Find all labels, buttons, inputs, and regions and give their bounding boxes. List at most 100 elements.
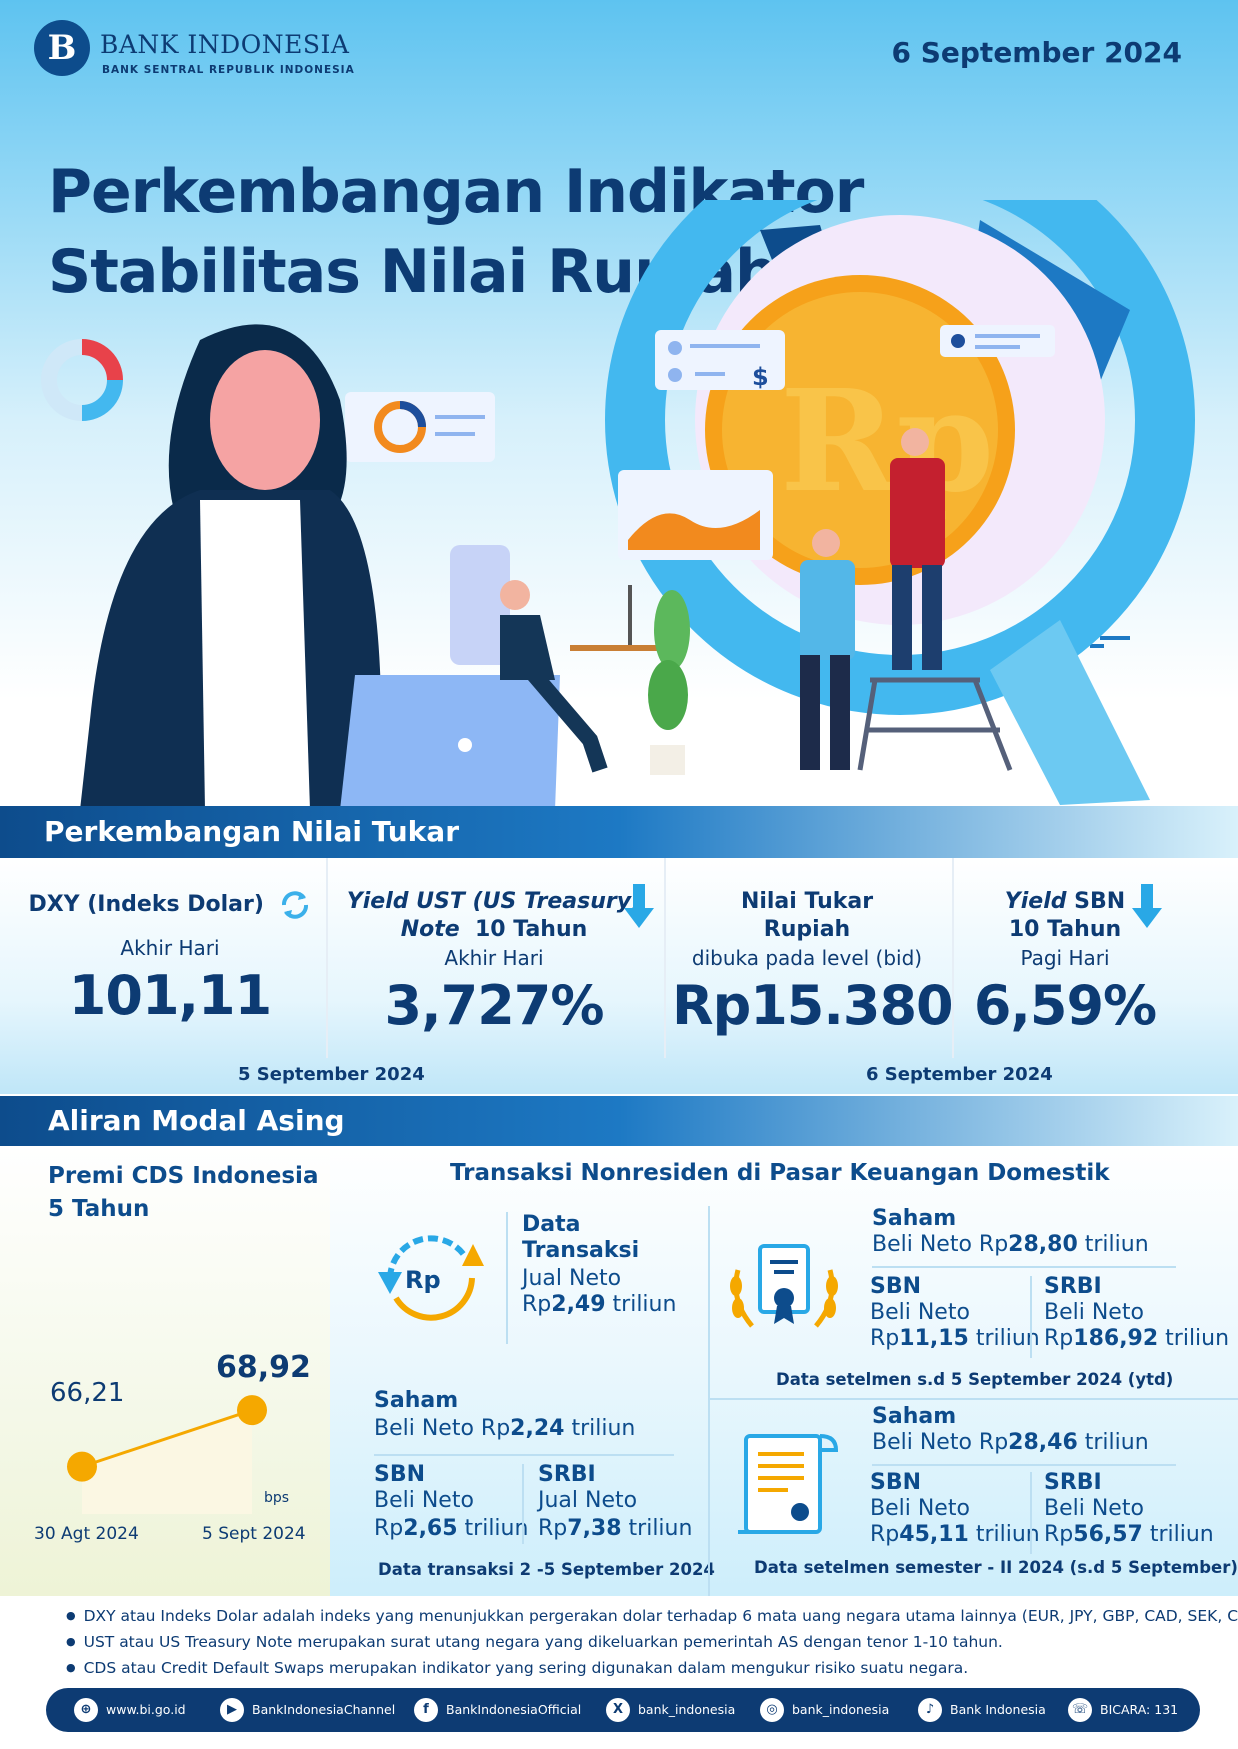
ytd-srbi-label: SRBI — [1044, 1274, 1102, 1299]
cds-area — [82, 1410, 252, 1514]
ring-chart-icon — [605, 200, 1195, 715]
dxy-card: DXY (Indeks Dolar) Akhir Hari 101,11 — [20, 888, 320, 1088]
sbn-yield-subtitle: Pagi Hari — [1020, 946, 1110, 970]
section-capital-flow-bar: Aliran Modal Asing — [0, 1096, 1238, 1146]
footer-instagram-link[interactable]: ◎ bank_indonesia — [760, 1698, 889, 1722]
footer-website-link[interactable]: ⊕ www.bi.go.id — [74, 1698, 186, 1722]
transactions-panel: Transaksi Nonresiden di Pasar Keuangan D… — [330, 1146, 1238, 1596]
date-left: 5 September 2024 — [238, 1064, 425, 1085]
semester-srbi-label: SRBI — [1044, 1470, 1102, 1495]
footer-bicara-link[interactable]: ☏ BICARA: 131 — [1068, 1698, 1178, 1722]
date-right: 6 September 2024 — [866, 1064, 1053, 1085]
tiktok-icon: ♪ — [918, 1698, 942, 1722]
divider — [506, 1212, 508, 1344]
ytd-saham-value: Beli Neto Rp28,80 triliun — [872, 1232, 1149, 1257]
cds-point-1 — [67, 1451, 97, 1482]
rupiah-card: Nilai Tukar Rupiah dibuka pada level (bi… — [672, 888, 954, 1088]
cds-label-1: 66,21 — [50, 1378, 125, 1408]
donut-3d-icon — [41, 339, 123, 421]
ytd-srbi-kind: Beli Neto — [1044, 1300, 1144, 1325]
semester-sbn-label: SBN — [870, 1470, 922, 1495]
men-illustration — [800, 428, 1013, 771]
cds-unit: bps — [264, 1490, 290, 1506]
capital-flow-panel: Premi CDS Indonesia 5 Tahun 66,21 68,92 … — [0, 1146, 1238, 1596]
semester-srbi-value: Rp56,57 triliun — [1044, 1522, 1214, 1547]
ytd-sbn-kind: Beli Neto — [870, 1300, 970, 1325]
cds-label-2: 68,92 — [216, 1350, 311, 1385]
semester-sbn-value: Rp45,11 triliun — [870, 1522, 1040, 1547]
semester-note: Data setelmen semester - II 2024 (s.d 5 … — [754, 1558, 1238, 1577]
data-label-2: Transaksi — [522, 1238, 640, 1263]
ust-card: Yield UST (US Treasury) Note 10 Tahun Ak… — [334, 888, 654, 1088]
divider — [708, 1206, 710, 1596]
instagram-icon: ◎ — [760, 1698, 784, 1722]
arrow-down-icon — [1132, 884, 1162, 928]
footer-youtube-link[interactable]: ▶ BankIndonesiaChannel — [220, 1698, 395, 1722]
data-jual: Jual Neto — [522, 1266, 622, 1291]
svg-text:Rp: Rp — [405, 1266, 441, 1294]
ust-subtitle: Akhir Hari — [444, 946, 544, 970]
weekly-sbn-label: SBN — [374, 1462, 426, 1487]
social-footer: ⊕ www.bi.go.id ▶ BankIndonesiaChannel f Ban… — [46, 1688, 1200, 1732]
weekly-sbn-kind: Beli Neto — [374, 1488, 474, 1513]
weekly-saham-label: Saham — [374, 1388, 459, 1413]
rupiah-value: Rp15.380 — [672, 974, 954, 1037]
divider — [872, 1464, 1176, 1466]
logo-name: BANK INDONESIA — [100, 30, 350, 59]
document-scroll-icon — [738, 1434, 839, 1534]
divider — [326, 858, 328, 1058]
ytd-sbn-value: Rp11,15 triliun — [870, 1326, 1040, 1351]
weekly-sbn-value: Rp2,65 triliun — [374, 1516, 529, 1541]
cds-date-1: 30 Agt 2024 — [34, 1524, 139, 1544]
plant-icon — [648, 590, 690, 775]
divider — [1030, 1276, 1032, 1358]
check-card — [940, 325, 1055, 357]
hero-illustration: Rp $ — [41, 200, 1195, 810]
logo-subtitle: BANK SENTRAL REPUBLIK INDONESIA — [102, 64, 355, 76]
divider — [952, 858, 954, 1058]
data-amount: Rp2,49 triliun — [522, 1292, 677, 1317]
rupiah-subtitle: dibuka pada level (bid) — [691, 946, 923, 970]
dollar-sign-icon: $ — [752, 363, 769, 391]
ust-title: Yield UST (US Treasury) Note 10 Tahun — [346, 889, 642, 942]
dxy-title: DXY (Indeks Dolar) — [20, 888, 320, 922]
bi-logo-mark: B — [34, 20, 90, 76]
divider — [1030, 1472, 1032, 1554]
bank-indonesia-logo[interactable]: B BANK INDONESIA BANK SENTRAL REPUBLIK I… — [34, 20, 364, 80]
cds-title: Premi CDS Indonesia 5 Tahun — [48, 1163, 319, 1222]
header-date: 6 September 2024 — [891, 36, 1183, 69]
certificate-award-icon — [730, 1244, 838, 1328]
footnote-item: CDS atau Credit Default Swaps merupakan … — [66, 1656, 1206, 1682]
footnote-item: DXY atau Indeks Dolar adalah indeks yang… — [66, 1604, 1238, 1630]
footnote-item: UST atau US Treasury Note merupakan sura… — [66, 1630, 1206, 1656]
weekly-srbi-kind: Jual Neto — [538, 1488, 638, 1513]
dxy-value: 101,11 — [68, 964, 272, 1027]
divider — [664, 858, 666, 1058]
sbn-yield-value: 6,59% — [973, 974, 1157, 1037]
section-exchange-bar: Perkembangan Nilai Tukar — [0, 806, 1238, 858]
decor-lines — [1090, 636, 1130, 648]
coin-text: Rp — [780, 360, 994, 524]
globe-icon: ⊕ — [74, 1698, 98, 1722]
bicara-icon: ☏ — [1068, 1698, 1092, 1722]
youtube-icon: ▶ — [220, 1698, 244, 1722]
rupiah-title: Nilai Tukar Rupiah — [740, 889, 874, 942]
woman-laptop-illustration — [80, 324, 560, 810]
weekly-srbi-value: Rp7,38 triliun — [538, 1516, 693, 1541]
weekly-srbi-label: SRBI — [538, 1462, 596, 1487]
cds-line-chart — [67, 1395, 267, 1514]
x-icon: X — [606, 1698, 630, 1722]
semester-saham-value: Beli Neto Rp28,46 triliun — [872, 1430, 1149, 1455]
footnotes: DXY atau Indeks Dolar adalah indeks yang… — [66, 1604, 1238, 1682]
footer-tiktok-link[interactable]: ♪ Bank Indonesia — [918, 1698, 1046, 1722]
ytd-srbi-value: Rp186,92 triliun — [1044, 1326, 1230, 1351]
cds-date-2: 5 Sept 2024 — [202, 1524, 306, 1544]
ytd-saham-label: Saham — [872, 1206, 957, 1231]
sbn-yield-card: Yield SBN 10 Tahun Pagi Hari 6,59% — [960, 888, 1170, 1088]
ring-segment-3 — [990, 620, 1150, 805]
footer-facebook-link[interactable]: f BankIndonesiaOfficial — [414, 1698, 581, 1722]
facebook-icon: f — [414, 1698, 438, 1722]
divider — [708, 1398, 1238, 1400]
